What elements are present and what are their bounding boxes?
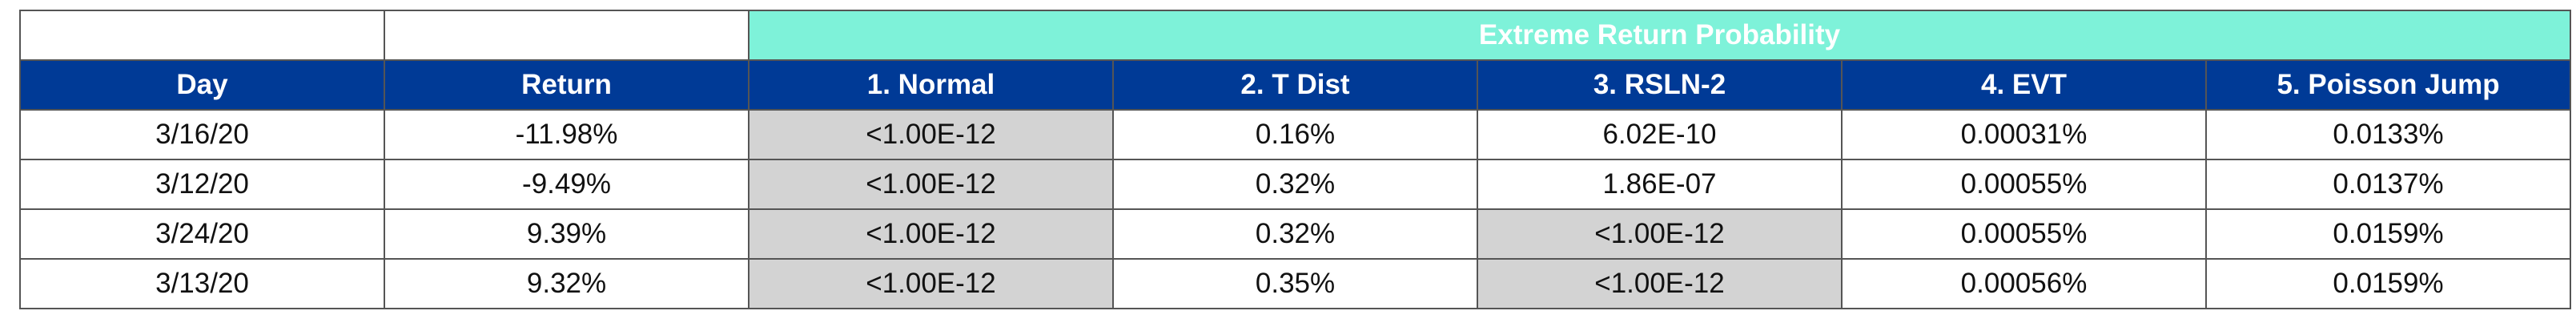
cell: <1.00E-12 [748, 258, 1114, 309]
column-header: 5. Poisson Jump [2204, 59, 2572, 111]
cell: 0.00031% [1841, 109, 2207, 160]
cell: 0.00056% [1841, 258, 2207, 309]
cell: -9.49% [384, 159, 749, 210]
cell: 1.86E-07 [1477, 159, 1843, 210]
cell: 0.0159% [2204, 208, 2572, 260]
cell: 0.0137% [2204, 159, 2572, 210]
cell: 0.00055% [1841, 159, 2207, 210]
cell: <1.00E-12 [748, 109, 1114, 160]
cell: 3/13/20 [19, 258, 385, 309]
column-header: 2. T Dist [1112, 59, 1478, 111]
cell: 3/16/20 [19, 109, 385, 160]
probability-table: Extreme Return Probability Day Return 1.… [19, 10, 2572, 309]
header-row: Day Return 1. Normal 2. T Dist 3. RSLN-2… [19, 59, 2572, 111]
cell: <1.00E-12 [1477, 208, 1843, 260]
column-header: 1. Normal [748, 59, 1114, 111]
cell: <1.00E-12 [748, 159, 1114, 210]
cell: 0.16% [1112, 109, 1478, 160]
data-row: 3/13/20 9.32% <1.00E-12 0.35% <1.00E-12 … [19, 258, 2572, 309]
cell: 0.35% [1112, 258, 1478, 309]
cell: 3/12/20 [19, 159, 385, 210]
cell: <1.00E-12 [1477, 258, 1843, 309]
cell: 0.00055% [1841, 208, 2207, 260]
column-header: Return [384, 59, 749, 111]
column-header: 3. RSLN-2 [1477, 59, 1843, 111]
cell: 0.32% [1112, 208, 1478, 260]
data-row: 3/12/20 -9.49% <1.00E-12 0.32% 1.86E-07 … [19, 159, 2572, 210]
data-row: 3/16/20 -11.98% <1.00E-12 0.16% 6.02E-10… [19, 109, 2572, 160]
cell: 6.02E-10 [1477, 109, 1843, 160]
cell: -11.98% [384, 109, 749, 160]
cell: <1.00E-12 [748, 208, 1114, 260]
cell: 0.32% [1112, 159, 1478, 210]
cell: 9.39% [384, 208, 749, 260]
cell: 0.0159% [2204, 258, 2572, 309]
empty-cell [384, 10, 749, 61]
data-row: 3/24/20 9.39% <1.00E-12 0.32% <1.00E-12 … [19, 208, 2572, 260]
group-header-row: Extreme Return Probability [19, 10, 2572, 61]
cell: 0.0133% [2204, 109, 2572, 160]
group-header: Extreme Return Probability [747, 10, 2572, 61]
column-header: 4. EVT [1841, 59, 2207, 111]
column-header: Day [19, 59, 385, 111]
cell: 3/24/20 [19, 208, 385, 260]
cell: 9.32% [384, 258, 749, 309]
empty-cell [19, 10, 385, 61]
